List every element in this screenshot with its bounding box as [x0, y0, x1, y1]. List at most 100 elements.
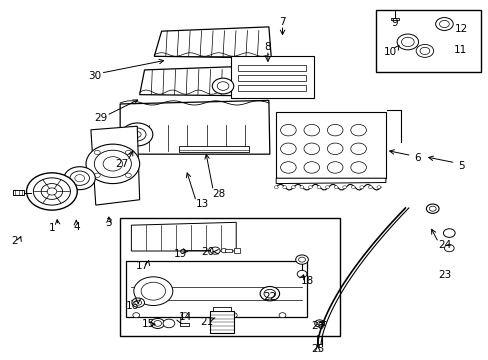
Text: 24: 24	[437, 240, 450, 250]
Circle shape	[260, 287, 279, 301]
Circle shape	[419, 47, 429, 54]
Text: 16: 16	[125, 301, 139, 311]
Circle shape	[212, 78, 233, 94]
Circle shape	[314, 320, 324, 327]
Bar	[238, 64, 306, 71]
Bar	[126, 261, 306, 317]
Text: 2: 2	[11, 236, 18, 246]
Circle shape	[151, 319, 164, 328]
Text: 3: 3	[105, 218, 112, 228]
Circle shape	[282, 186, 286, 189]
Circle shape	[426, 204, 438, 213]
Text: 26: 26	[310, 321, 324, 331]
Circle shape	[435, 18, 452, 31]
Polygon shape	[120, 100, 269, 154]
Text: 12: 12	[454, 24, 467, 34]
Text: 7: 7	[279, 17, 285, 27]
Text: 28: 28	[212, 189, 225, 199]
Bar	[224, 249, 232, 252]
Circle shape	[396, 34, 418, 50]
Text: 1: 1	[48, 224, 55, 233]
Polygon shape	[154, 27, 271, 58]
Text: 20: 20	[201, 247, 214, 257]
Circle shape	[327, 125, 342, 136]
Circle shape	[122, 123, 153, 146]
Circle shape	[308, 186, 312, 189]
Circle shape	[33, 178, 70, 205]
Circle shape	[304, 162, 319, 173]
Circle shape	[125, 173, 131, 177]
Circle shape	[327, 143, 342, 154]
Circle shape	[359, 186, 363, 189]
Circle shape	[210, 247, 220, 254]
Circle shape	[217, 82, 228, 90]
Circle shape	[295, 255, 308, 264]
Text: 30: 30	[88, 71, 101, 81]
Text: 23: 23	[437, 270, 450, 280]
Circle shape	[70, 171, 89, 185]
Circle shape	[350, 125, 366, 136]
Circle shape	[443, 229, 454, 237]
Circle shape	[304, 143, 319, 154]
Text: 8: 8	[264, 42, 271, 52]
Bar	[233, 248, 239, 253]
Circle shape	[350, 162, 366, 173]
Circle shape	[367, 186, 371, 189]
Text: 4: 4	[73, 222, 80, 231]
Text: 25: 25	[310, 344, 324, 354]
Circle shape	[415, 44, 433, 57]
Circle shape	[26, 173, 77, 210]
Circle shape	[299, 186, 303, 189]
Circle shape	[86, 144, 140, 184]
Circle shape	[376, 186, 380, 189]
Text: 13: 13	[195, 199, 208, 210]
Polygon shape	[131, 222, 236, 251]
Text: 18: 18	[301, 276, 314, 286]
Circle shape	[280, 162, 296, 173]
Text: 10: 10	[384, 46, 397, 57]
Circle shape	[141, 282, 165, 300]
Bar	[178, 146, 249, 152]
Circle shape	[325, 186, 329, 189]
Circle shape	[221, 248, 226, 253]
Circle shape	[279, 313, 285, 318]
Bar	[375, 10, 480, 72]
Circle shape	[401, 37, 413, 46]
Polygon shape	[91, 126, 140, 205]
Circle shape	[47, 188, 57, 195]
Circle shape	[41, 184, 62, 199]
Text: 6: 6	[413, 153, 420, 163]
Bar	[180, 323, 188, 326]
Circle shape	[64, 167, 95, 190]
Bar	[390, 18, 398, 21]
Circle shape	[298, 257, 305, 262]
Circle shape	[133, 313, 140, 318]
Circle shape	[133, 132, 141, 137]
Bar	[276, 112, 385, 178]
Text: 9: 9	[390, 18, 397, 28]
Circle shape	[94, 150, 100, 154]
Circle shape	[163, 319, 174, 328]
Circle shape	[316, 186, 320, 189]
Circle shape	[75, 175, 84, 182]
Circle shape	[297, 270, 306, 278]
Circle shape	[280, 125, 296, 136]
Circle shape	[125, 150, 131, 154]
Circle shape	[103, 157, 122, 171]
Bar	[120, 218, 339, 336]
Circle shape	[154, 320, 161, 326]
Text: 11: 11	[452, 45, 466, 55]
Text: 5: 5	[457, 161, 464, 171]
Circle shape	[444, 244, 453, 252]
Circle shape	[94, 173, 100, 177]
Text: 29: 29	[94, 113, 107, 123]
Text: 15: 15	[142, 319, 155, 329]
Circle shape	[264, 289, 275, 298]
Polygon shape	[276, 178, 385, 184]
Circle shape	[274, 186, 278, 189]
Circle shape	[181, 313, 188, 318]
Text: 14: 14	[178, 312, 191, 322]
Text: 19: 19	[173, 249, 186, 259]
Bar	[212, 307, 231, 311]
Circle shape	[350, 186, 354, 189]
